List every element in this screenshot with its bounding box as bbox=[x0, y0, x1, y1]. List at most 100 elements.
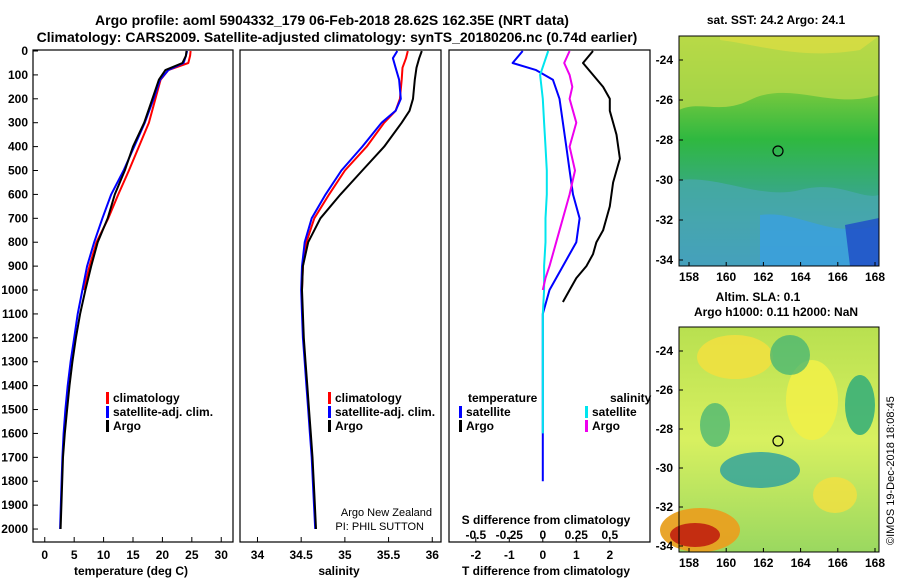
title-line-1: Argo profile: aoml 5904332_179 06-Feb-20… bbox=[95, 12, 569, 28]
sla-lon-label: 166 bbox=[828, 556, 848, 570]
depth-tick-label: 1700 bbox=[1, 450, 28, 464]
sst-map-frame bbox=[678, 35, 880, 267]
temperature-legend: climatology satellite-adj. clim. Argo bbox=[106, 391, 213, 433]
salinity-legend: climatology satellite-adj. clim. Argo bbox=[328, 391, 435, 433]
depth-tick-label: 1000 bbox=[1, 283, 28, 297]
sla-high-3 bbox=[813, 477, 857, 513]
sst-float-marker bbox=[772, 145, 784, 157]
sst-lat-label: -24 bbox=[656, 53, 674, 67]
legend-label-climatology: climatology bbox=[113, 391, 180, 405]
depth-tick-label: 600 bbox=[8, 187, 28, 201]
sst-coldest-region bbox=[845, 218, 879, 266]
sla-low-2 bbox=[770, 335, 810, 375]
imos-credit: ©IMOS 19-Dec-2018 18:08:45 bbox=[885, 396, 897, 545]
depth-tick-label: 400 bbox=[8, 140, 28, 154]
salinity-x-tick-label: 35 bbox=[338, 548, 352, 562]
legend-label-s-satellite: satellite bbox=[592, 405, 637, 419]
sla-map bbox=[660, 326, 880, 553]
sst-lon-label: 162 bbox=[753, 270, 773, 284]
sst-lon-label: 158 bbox=[679, 270, 699, 284]
sla-lat-label: -28 bbox=[656, 422, 674, 436]
temperature-series-satellite-adj-clim- bbox=[59, 50, 189, 530]
s-difference-tick-label: -0.5 bbox=[465, 528, 486, 542]
sst-lon-label: 164 bbox=[791, 270, 811, 284]
sst-lon-label: 160 bbox=[716, 270, 736, 284]
temperature-series-climatology bbox=[82, 50, 192, 291]
temperature-axis-label: temperature (deg C) bbox=[74, 564, 188, 578]
temperature-x-tick-label: 25 bbox=[185, 548, 199, 562]
legend-label-satellite: satellite-adj. clim. bbox=[113, 405, 213, 419]
depth-tick-label: 1600 bbox=[1, 426, 28, 440]
legend-swatch-s-satellite bbox=[585, 406, 588, 418]
sla-low-1 bbox=[845, 375, 875, 435]
sst-lon-label: 166 bbox=[828, 270, 848, 284]
title-line-2: Climatology: CARS2009. Satellite-adjuste… bbox=[37, 29, 638, 45]
legend-swatch-satellite bbox=[106, 406, 109, 418]
sla-lat-label: -32 bbox=[656, 500, 674, 514]
depth-tick-label: 1900 bbox=[1, 498, 28, 512]
depth-tick-label: 1200 bbox=[1, 331, 28, 345]
depth-tick-label: 300 bbox=[8, 116, 28, 130]
sst-map-title: sat. SST: 24.2 Argo: 24.1 bbox=[707, 13, 846, 27]
sla-float-marker bbox=[772, 435, 784, 447]
s-difference-tick-label: 0.25 bbox=[565, 528, 589, 542]
s-difference-tick-label: 0.5 bbox=[601, 528, 618, 542]
float-owner-label: Argo New Zealand bbox=[341, 507, 432, 519]
sst-warm-region bbox=[679, 36, 879, 110]
s-difference-axis-label: S difference from climatology bbox=[462, 513, 631, 527]
sla-lon-label: 162 bbox=[753, 556, 773, 570]
sla-map-title-1: Altim. SLA: 0.1 bbox=[716, 290, 801, 304]
salinity-x-tick-label: 35.5 bbox=[377, 548, 401, 562]
legend-swatch-argo bbox=[106, 420, 109, 432]
difference-x-tick-label: 1 bbox=[573, 548, 580, 562]
legend-label-t-argo: Argo bbox=[466, 419, 494, 433]
sla-high-5 bbox=[670, 523, 720, 547]
sla-high-1 bbox=[697, 335, 773, 379]
sla-low-3 bbox=[720, 452, 800, 488]
salinity-x-tick-label: 34 bbox=[251, 548, 265, 562]
sla-map-frame bbox=[678, 326, 880, 553]
depth-tick-label: 1800 bbox=[1, 474, 28, 488]
legend-label-s-argo: Argo bbox=[592, 419, 620, 433]
difference-series-temperature-satellite bbox=[511, 50, 581, 482]
sst-lon-label: 168 bbox=[865, 270, 885, 284]
legend-label-t-satellite: satellite bbox=[466, 405, 511, 419]
t-difference-axis-label: T difference from climatology bbox=[462, 564, 630, 578]
sla-lon-label: 160 bbox=[716, 556, 736, 570]
difference-x-tick-label: -2 bbox=[470, 548, 481, 562]
sla-low-4 bbox=[700, 403, 730, 447]
legend-swatch-s-argo bbox=[585, 420, 588, 432]
legend-swatch-climatology bbox=[106, 392, 109, 404]
sla-lon-label: 168 bbox=[865, 556, 885, 570]
depth-tick-label: 700 bbox=[8, 211, 28, 225]
temperature-x-tick-label: 15 bbox=[126, 548, 140, 562]
salinity-axis-label: salinity bbox=[318, 564, 360, 578]
depth-tick-label: 100 bbox=[8, 68, 28, 82]
difference-series-temperature-argo bbox=[562, 50, 621, 303]
sst-lat-label: -34 bbox=[656, 253, 674, 267]
difference-x-tick-label: -1 bbox=[504, 548, 515, 562]
depth-tick-label: 0 bbox=[21, 44, 28, 58]
depth-tick-label: 500 bbox=[8, 164, 28, 178]
sst-lat-label: -32 bbox=[656, 213, 674, 227]
depth-tick-label: 200 bbox=[8, 92, 28, 106]
s-difference-tick-label: -0.25 bbox=[496, 528, 524, 542]
legend-swatch-t-argo bbox=[459, 420, 462, 432]
legend-swatch-satellite bbox=[328, 406, 331, 418]
sla-lat-label: -26 bbox=[656, 383, 674, 397]
sst-lat-label: -30 bbox=[656, 173, 674, 187]
sla-lon-label: 164 bbox=[791, 556, 811, 570]
temperature-x-tick-label: 30 bbox=[215, 548, 229, 562]
temperature-x-tick-label: 20 bbox=[156, 548, 170, 562]
difference-plot: -2 -1 0 1 2 -0.5 -0.25 0 0.25 0.5 bbox=[465, 50, 621, 562]
pi-label: PI: PHIL SUTTON bbox=[335, 521, 424, 533]
legend-label-argo: Argo bbox=[335, 419, 363, 433]
depth-tick-label: 1100 bbox=[2, 307, 28, 321]
legend-swatch-argo bbox=[328, 420, 331, 432]
depth-tick-label: 900 bbox=[8, 259, 28, 273]
s-difference-tick-label: 0 bbox=[539, 528, 546, 542]
salinity-series-argo bbox=[301, 50, 423, 530]
salinity-x-tick-label: 34.5 bbox=[289, 548, 313, 562]
difference-series-salinity-satellite bbox=[539, 50, 550, 434]
